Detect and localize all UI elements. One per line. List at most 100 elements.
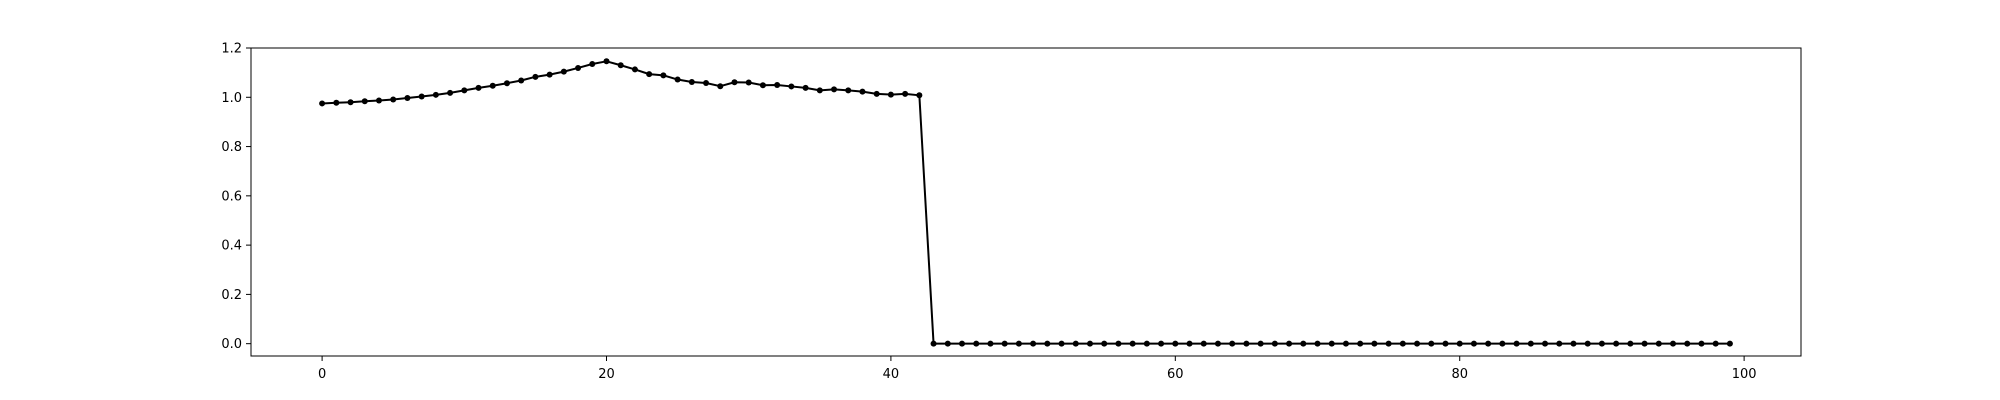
- data-point: [347, 99, 354, 106]
- data-point: [631, 66, 638, 73]
- data-point: [447, 89, 454, 96]
- data-point: [1627, 340, 1634, 347]
- y-tick-label: 0.8: [221, 140, 242, 155]
- data-point: [432, 91, 439, 98]
- data-point: [745, 79, 752, 86]
- data-point: [503, 80, 510, 87]
- data-point: [1726, 340, 1733, 347]
- data-point: [1414, 340, 1421, 347]
- data-point: [1001, 340, 1008, 347]
- x-tick-label: 0: [318, 367, 326, 382]
- data-point: [1570, 340, 1577, 347]
- data-point: [1101, 340, 1108, 347]
- data-point: [1314, 340, 1321, 347]
- data-point: [1257, 340, 1264, 347]
- data-point: [1186, 340, 1193, 347]
- data-point: [973, 340, 980, 347]
- data-point: [788, 83, 795, 90]
- data-point: [1143, 340, 1150, 347]
- y-tick-label: 1.0: [221, 91, 242, 106]
- data-point: [617, 62, 624, 69]
- data-point: [319, 100, 326, 107]
- x-tick-label: 60: [1167, 367, 1184, 382]
- data-point: [461, 87, 468, 94]
- data-point: [1556, 340, 1563, 347]
- data-point: [418, 93, 425, 100]
- data-point: [1172, 340, 1179, 347]
- x-tick-label: 100: [1732, 367, 1757, 382]
- data-point: [873, 90, 880, 97]
- data-point: [1712, 340, 1719, 347]
- data-point: [859, 88, 866, 95]
- data-point: [1058, 340, 1065, 347]
- data-point: [660, 72, 667, 79]
- data-point: [1613, 340, 1620, 347]
- data-point: [1129, 340, 1136, 347]
- data-point: [489, 82, 496, 89]
- data-point: [1684, 340, 1691, 347]
- data-point: [532, 73, 539, 80]
- data-point: [646, 71, 653, 78]
- data-point: [1200, 340, 1207, 347]
- y-tick-label: 0.6: [221, 189, 242, 204]
- data-point: [930, 340, 937, 347]
- y-tick-label: 0.4: [221, 239, 242, 254]
- data-point: [1485, 340, 1492, 347]
- series-layer: [319, 58, 1733, 347]
- data-point: [1442, 340, 1449, 347]
- data-point: [1527, 340, 1534, 347]
- data-point: [1286, 340, 1293, 347]
- data-point: [390, 96, 397, 103]
- data-point: [816, 87, 823, 94]
- data-point: [1641, 340, 1648, 347]
- data-point: [1385, 340, 1392, 347]
- data-point: [1115, 340, 1122, 347]
- data-point: [802, 84, 809, 91]
- data-point: [1584, 340, 1591, 347]
- data-point: [1243, 340, 1250, 347]
- data-point: [1499, 340, 1506, 347]
- data-point: [1044, 340, 1051, 347]
- data-point: [1428, 340, 1435, 347]
- data-point: [717, 83, 724, 90]
- data-point: [1399, 340, 1406, 347]
- data-point: [1513, 340, 1520, 347]
- data-point: [845, 87, 852, 94]
- data-point: [1371, 340, 1378, 347]
- data-point: [959, 340, 966, 347]
- data-point: [916, 92, 923, 99]
- data-point: [1271, 340, 1278, 347]
- data-point: [1342, 340, 1349, 347]
- series-line: [322, 60, 1730, 345]
- data-point: [902, 90, 909, 97]
- data-point: [1470, 340, 1477, 347]
- x-tick-label: 80: [1451, 367, 1468, 382]
- data-point: [1072, 340, 1079, 347]
- data-point: [375, 97, 382, 104]
- data-point: [361, 98, 368, 105]
- y-tick-label: 1.2: [221, 42, 242, 57]
- data-point: [603, 58, 610, 65]
- data-point: [1300, 340, 1307, 347]
- data-point: [1015, 340, 1022, 347]
- data-point: [404, 95, 411, 102]
- data-point: [1086, 340, 1093, 347]
- x-axis: 0 20 40 60 80 100: [318, 356, 1757, 382]
- data-point: [1598, 340, 1605, 347]
- data-point: [1229, 340, 1236, 347]
- x-tick-label: 40: [883, 367, 900, 382]
- data-point: [1456, 340, 1463, 347]
- data-point: [887, 91, 894, 98]
- data-point: [759, 82, 766, 89]
- data-point: [1357, 340, 1364, 347]
- data-point: [475, 84, 482, 91]
- data-point: [560, 68, 567, 75]
- data-point: [589, 61, 596, 68]
- data-point: [1214, 340, 1221, 347]
- data-point: [546, 71, 553, 78]
- data-point: [831, 86, 838, 93]
- data-point: [1158, 340, 1165, 347]
- data-point: [1542, 340, 1549, 347]
